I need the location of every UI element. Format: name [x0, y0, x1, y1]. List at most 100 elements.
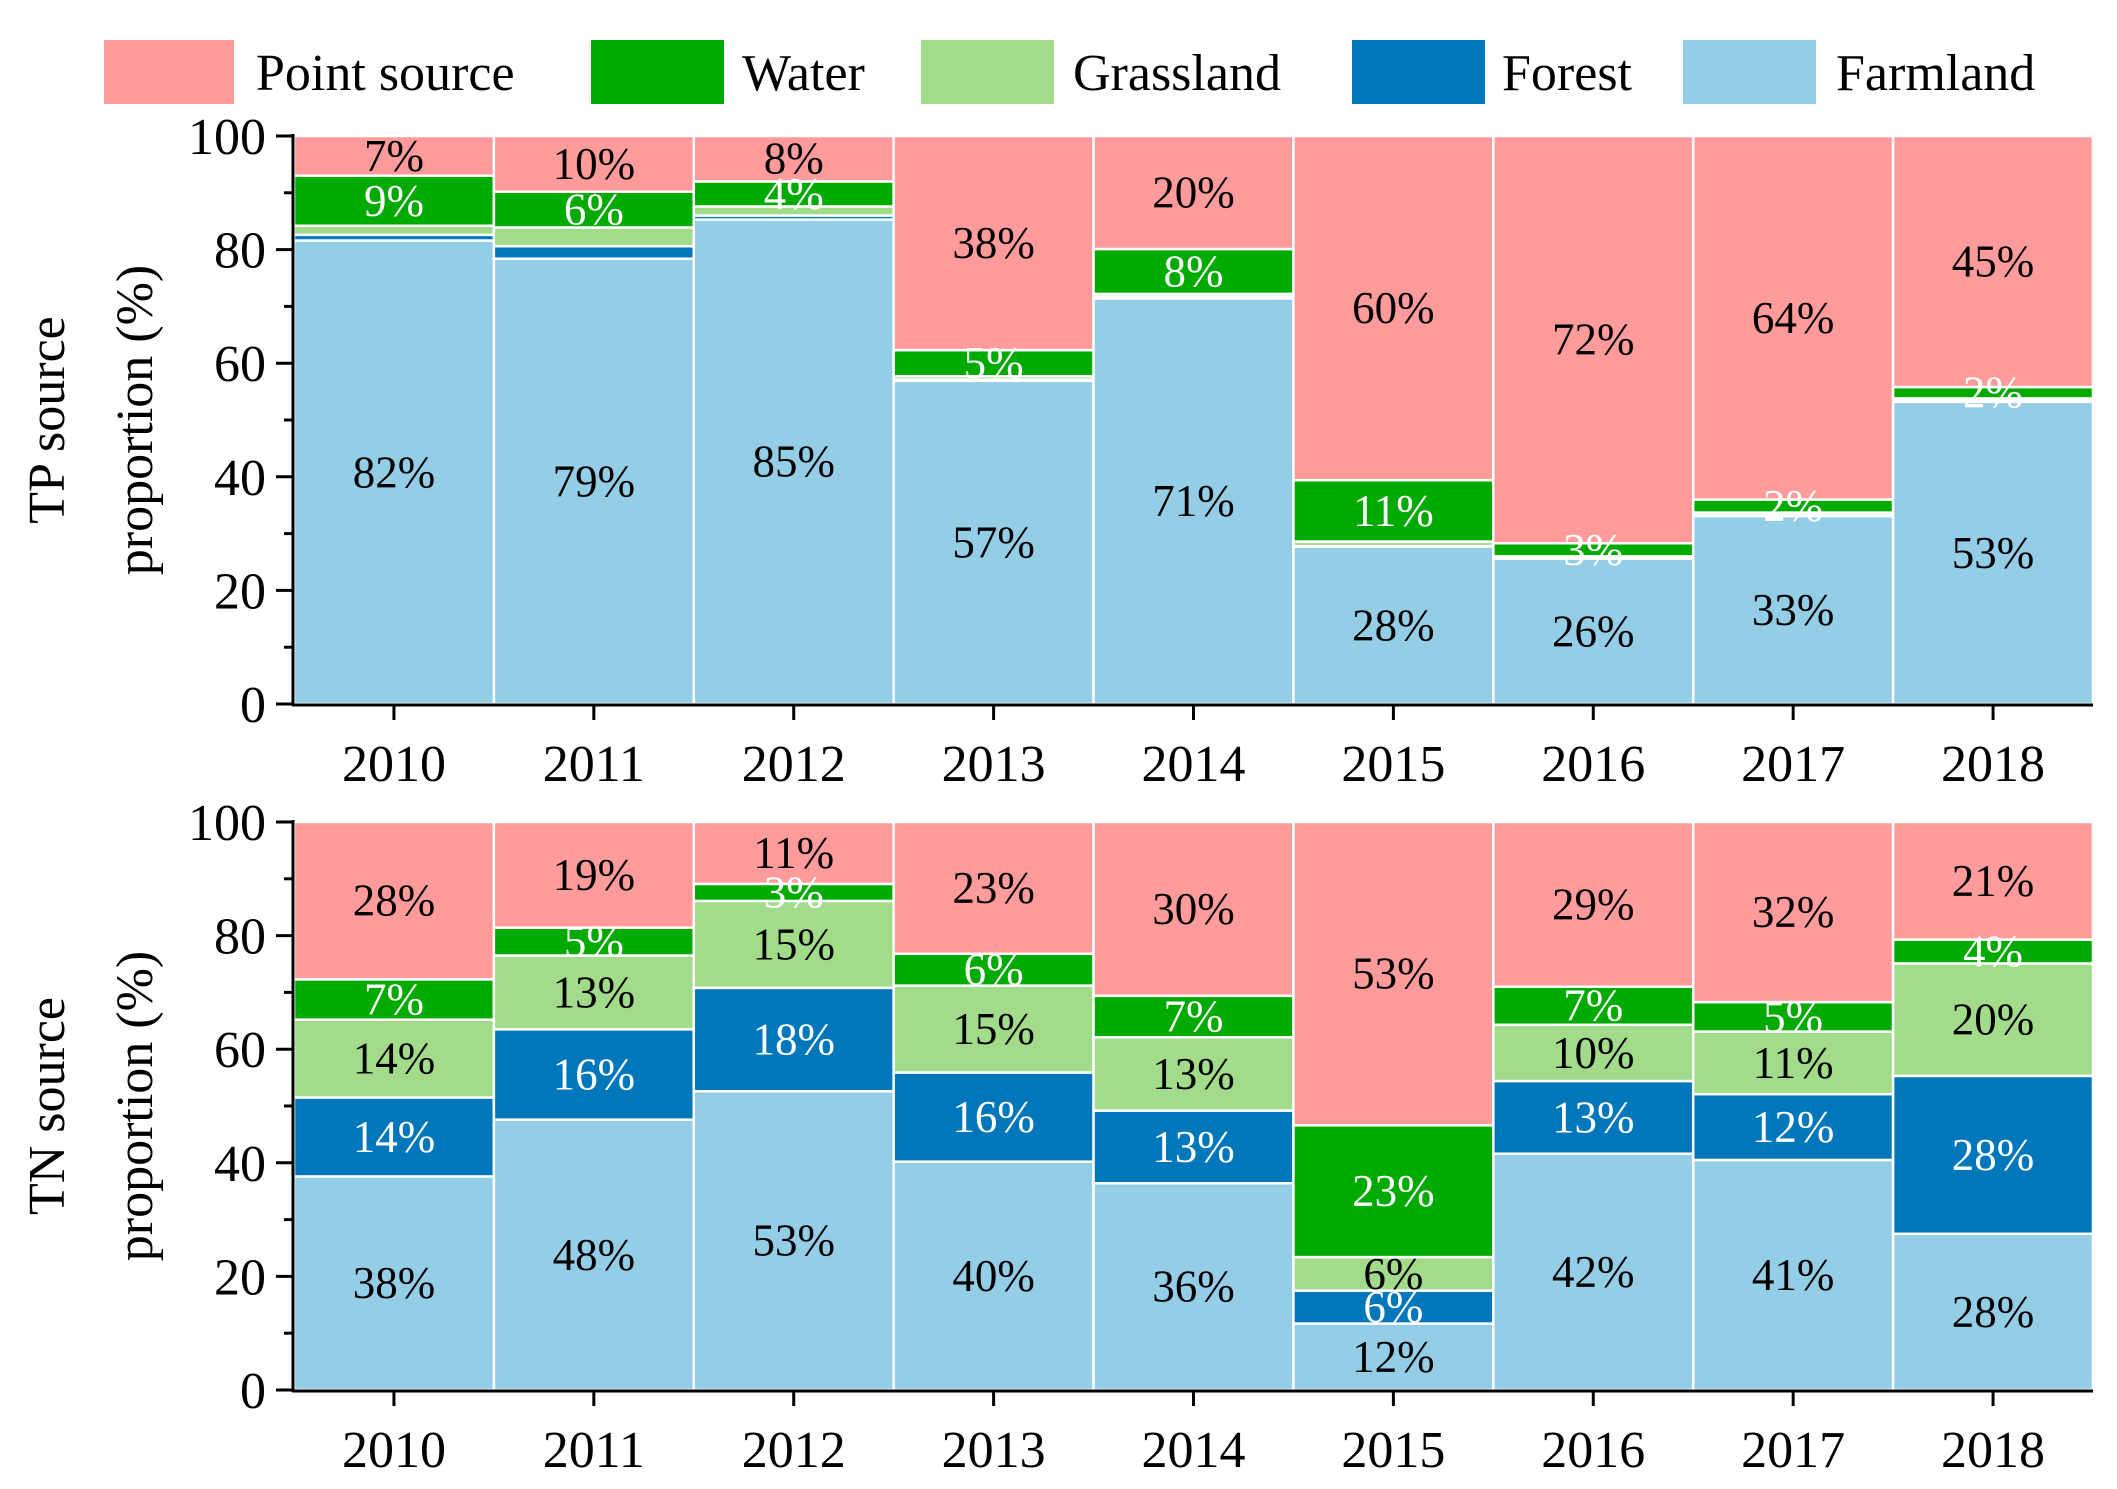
tp-bar-point-source-2016	[1492, 134, 1695, 545]
tn-x-tick-label-2011: 2011	[543, 1422, 645, 1479]
tp-label-water-2011: 6%	[564, 185, 624, 235]
tp-label-water-2016: 3%	[1563, 525, 1623, 575]
tp-axes: 0 20 40 60 80 100 2010 2011 2012 2013 2014 2015 2016…	[188, 109, 2093, 793]
tp-x-tick-label-2013: 2013	[942, 736, 1046, 793]
tn-label-forest-2013: 16%	[952, 1092, 1035, 1142]
tn-x-tick-label-2016: 2016	[1541, 1422, 1645, 1479]
tn-panel: 38%14%14%7%28%48%16%13%5%19%53%18%15%3%1…	[19, 795, 2095, 1479]
tn-bar-point-source-2014	[1092, 820, 1295, 998]
tp-bar-farmland-2014	[1092, 297, 1295, 706]
tn-label-grassland-2016: 10%	[1552, 1028, 1635, 1078]
tn-x-tick-label-2014: 2014	[1142, 1422, 1246, 1479]
tn-data-labels: 38%14%14%7%28%48%16%13%5%19%53%18%15%3%1…	[353, 828, 2035, 1382]
tn-bar-point-source-2015	[1292, 820, 1495, 1127]
tn-bar-farmland-2012	[692, 1089, 895, 1392]
tp-x-tick-label-2016: 2016	[1541, 736, 1645, 793]
tn-bar-farmland-2013	[892, 1160, 1095, 1392]
tp-x-tick-label-2014: 2014	[1142, 736, 1246, 793]
tp-x-tick-label-2017: 2017	[1741, 736, 1845, 793]
tn-label-farmland-2014: 36%	[1152, 1262, 1235, 1312]
tn-x-tick-label-2018: 2018	[1941, 1422, 2045, 1479]
tn-y-tick-label-80: 80	[214, 909, 266, 966]
tn-x-tick-label-2013: 2013	[942, 1422, 1046, 1479]
tn-x-tick-label-2017: 2017	[1741, 1422, 1845, 1479]
tn-label-point-source-2018: 21%	[1952, 856, 2035, 906]
tn-y-tick-label-0: 0	[240, 1363, 266, 1420]
tn-bar-grassland-2018	[1891, 962, 2095, 1078]
tp-label-water-2017: 2%	[1763, 481, 1823, 531]
tp-bar-point-source-2017	[1691, 134, 1895, 501]
tn-label-water-2015: 23%	[1352, 1166, 1435, 1216]
tp-y-tick-label-80: 80	[214, 223, 266, 280]
legend-label-farmland: Farmland	[1836, 45, 2035, 102]
tp-bar-grassland-2010	[292, 224, 496, 237]
legend-swatch-grassland	[921, 40, 1054, 104]
tp-label-water-2010: 9%	[364, 176, 424, 226]
legend-swatch-point-source	[104, 40, 234, 104]
tp-label-farmland-2012: 85%	[752, 437, 835, 487]
tp-label-point-source-2012: 8%	[764, 134, 824, 184]
tp-bars	[292, 134, 2095, 706]
tp-y-axis-title-line1: TP source	[19, 316, 76, 523]
tn-label-farmland-2018: 28%	[1952, 1287, 2035, 1337]
tp-x-tick-label-2012: 2012	[742, 736, 846, 793]
tn-label-water-2014: 7%	[1164, 992, 1224, 1042]
tp-data-labels: 82%9%7%79%6%10%85%4%8%57%5%38%71%8%20%28…	[353, 131, 2035, 656]
tp-panel: 82%9%7%79%6%10%85%4%8%57%5%38%71%8%20%28…	[19, 109, 2095, 793]
tn-bar-point-source-2018	[1891, 820, 2095, 941]
tp-label-water-2018: 2%	[1963, 368, 2023, 418]
tp-y-tick-label-40: 40	[214, 450, 266, 507]
tn-bar-forest-2018	[1891, 1074, 2095, 1236]
tn-label-water-2013: 6%	[964, 945, 1024, 995]
tn-label-grassland-2018: 20%	[1952, 995, 2035, 1045]
tn-bar-farmland-2018	[1891, 1232, 2095, 1392]
tn-bar-farmland-2017	[1691, 1158, 1895, 1392]
tn-label-farmland-2010: 38%	[353, 1258, 436, 1308]
legend-label-point-source: Point source	[256, 45, 515, 102]
legend-swatch-water	[591, 40, 724, 104]
tp-bar-farmland-2010	[292, 239, 496, 706]
tp-label-point-source-2010: 7%	[364, 131, 424, 181]
tn-label-grassland-2015: 6%	[1363, 1249, 1423, 1299]
tp-y-axis-title-line2: proportion (%)	[107, 265, 164, 575]
tn-label-point-source-2012: 11%	[753, 828, 834, 878]
tp-label-point-source-2018: 45%	[1952, 237, 2035, 287]
tn-bar-forest-2012	[692, 986, 895, 1093]
tp-bar-point-source-2012	[692, 134, 895, 183]
tn-label-forest-2016: 13%	[1552, 1092, 1635, 1142]
tn-label-water-2016: 7%	[1563, 981, 1623, 1031]
tp-label-point-source-2015: 60%	[1352, 283, 1435, 333]
tn-x-tick-label-2010: 2010	[342, 1422, 446, 1479]
tn-label-farmland-2011: 48%	[553, 1230, 636, 1280]
tn-label-point-source-2011: 19%	[553, 850, 636, 900]
tn-label-forest-2018: 28%	[1952, 1130, 2035, 1180]
tn-bar-forest-2014	[1092, 1109, 1295, 1185]
tp-bar-farmland-2015	[1292, 545, 1495, 706]
tn-label-farmland-2017: 41%	[1752, 1250, 1835, 1300]
tn-label-grassland-2017: 11%	[1753, 1038, 1834, 1088]
tn-y-tick-label-20: 20	[214, 1249, 266, 1306]
tn-bar-water-2017	[1691, 1000, 1895, 1033]
tp-bar-point-source-2010	[292, 134, 496, 178]
tn-label-point-source-2017: 32%	[1752, 887, 1835, 937]
tp-bar-point-source-2013	[892, 134, 1095, 352]
tp-x-tick-label-2010: 2010	[342, 736, 446, 793]
tn-label-forest-2010: 14%	[353, 1112, 436, 1162]
tn-label-grassland-2013: 15%	[952, 1004, 1035, 1054]
tp-label-farmland-2018: 53%	[1952, 528, 2035, 578]
tn-bar-grassland-2014	[1092, 1036, 1295, 1112]
tn-y-axis-title-line1: TN source	[19, 997, 76, 1215]
tp-label-water-2014: 8%	[1164, 246, 1224, 296]
tn-label-grassland-2014: 13%	[1152, 1049, 1235, 1099]
tp-label-farmland-2015: 28%	[1352, 600, 1435, 650]
tn-label-forest-2017: 12%	[1752, 1102, 1835, 1152]
tp-y-tick-label-0: 0	[240, 677, 266, 734]
tp-label-point-source-2017: 64%	[1752, 293, 1835, 343]
tn-bar-point-source-2017	[1691, 820, 1895, 1004]
tn-bar-point-source-2012	[692, 820, 895, 886]
tp-label-farmland-2011: 79%	[553, 456, 636, 506]
tn-label-farmland-2012: 53%	[752, 1216, 835, 1266]
tp-bar-farmland-2011	[492, 257, 696, 706]
